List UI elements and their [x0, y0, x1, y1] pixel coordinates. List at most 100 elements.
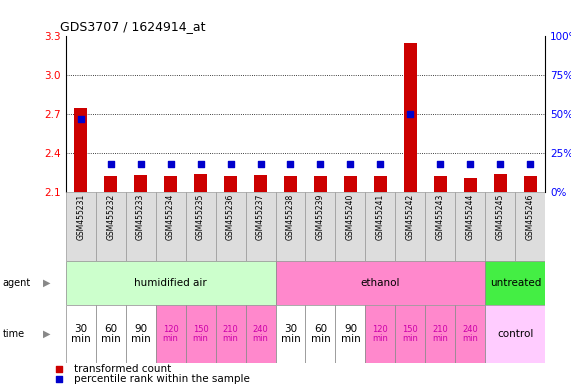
Bar [104, 177, 118, 192]
Text: GSM455240: GSM455240 [346, 194, 355, 240]
Point [55, 376, 64, 382]
Bar [425, 192, 455, 261]
Bar [155, 192, 186, 261]
Bar [194, 174, 207, 192]
Bar [395, 305, 425, 363]
Bar [455, 192, 485, 261]
Text: GSM455244: GSM455244 [466, 194, 475, 240]
Text: 120
min: 120 min [372, 325, 388, 343]
Text: GSM455235: GSM455235 [196, 194, 205, 240]
Bar [215, 305, 246, 363]
Text: GSM455245: GSM455245 [496, 194, 505, 240]
Bar [464, 178, 477, 192]
Point [166, 161, 175, 167]
Text: GSM455242: GSM455242 [406, 194, 415, 240]
Point [106, 161, 115, 167]
Bar [246, 192, 275, 261]
Bar [365, 305, 395, 363]
Bar [155, 305, 186, 363]
Bar [96, 192, 126, 261]
Point [76, 116, 85, 122]
Text: GSM455237: GSM455237 [256, 194, 265, 240]
Point [526, 161, 535, 167]
Point [55, 366, 64, 372]
Bar [186, 192, 215, 261]
Text: GSM455231: GSM455231 [76, 194, 85, 240]
Text: 120
min: 120 min [163, 325, 179, 343]
Text: GSM455233: GSM455233 [136, 194, 145, 240]
Text: GSM455239: GSM455239 [316, 194, 325, 240]
Bar [404, 43, 417, 192]
Text: ▶: ▶ [43, 278, 50, 288]
Point [196, 161, 205, 167]
Bar [305, 192, 335, 261]
Text: 150
min: 150 min [403, 325, 419, 343]
Text: ▶: ▶ [43, 329, 50, 339]
Bar [275, 261, 485, 305]
Point [376, 161, 385, 167]
Point [466, 161, 475, 167]
Text: untreated: untreated [490, 278, 541, 288]
Bar [66, 261, 275, 305]
Bar [74, 108, 87, 192]
Text: GSM455236: GSM455236 [226, 194, 235, 240]
Bar [493, 174, 507, 192]
Bar [365, 192, 395, 261]
Point [496, 161, 505, 167]
Point [436, 161, 445, 167]
Bar [275, 305, 305, 363]
Text: 240
min: 240 min [463, 325, 478, 343]
Bar [215, 192, 246, 261]
Bar [126, 305, 155, 363]
Point [406, 111, 415, 118]
Bar [515, 192, 545, 261]
Bar [335, 192, 365, 261]
Bar [313, 177, 327, 192]
Bar [524, 177, 537, 192]
Bar [275, 192, 305, 261]
Bar [344, 177, 357, 192]
Bar [186, 305, 215, 363]
Point [316, 161, 325, 167]
Text: 30
min: 30 min [280, 324, 300, 344]
Bar [395, 192, 425, 261]
Bar [164, 177, 178, 192]
Text: transformed count: transformed count [74, 364, 171, 374]
Bar [335, 305, 365, 363]
Text: GDS3707 / 1624914_at: GDS3707 / 1624914_at [60, 20, 206, 33]
Text: 30
min: 30 min [71, 324, 91, 344]
Text: 60
min: 60 min [100, 324, 120, 344]
Bar [485, 192, 515, 261]
Text: 150
min: 150 min [192, 325, 208, 343]
Bar [373, 177, 387, 192]
Point [226, 161, 235, 167]
Text: time: time [3, 329, 25, 339]
Bar [126, 192, 155, 261]
Bar [455, 305, 485, 363]
Text: 210
min: 210 min [223, 325, 239, 343]
Point [346, 161, 355, 167]
Bar [425, 305, 455, 363]
Text: 60
min: 60 min [311, 324, 331, 344]
Bar [134, 175, 147, 192]
Bar [305, 305, 335, 363]
Text: agent: agent [3, 278, 31, 288]
Text: 90
min: 90 min [131, 324, 151, 344]
Text: humidified air: humidified air [134, 278, 207, 288]
Text: GSM455238: GSM455238 [286, 194, 295, 240]
Bar [246, 305, 275, 363]
Text: ethanol: ethanol [361, 278, 400, 288]
Text: 210
min: 210 min [432, 325, 448, 343]
Bar [96, 305, 126, 363]
Bar [433, 177, 447, 192]
Bar [66, 192, 96, 261]
Bar [224, 177, 238, 192]
Text: control: control [497, 329, 533, 339]
Bar [284, 177, 297, 192]
Text: 90
min: 90 min [340, 324, 360, 344]
Text: 240
min: 240 min [252, 325, 268, 343]
Bar [485, 305, 545, 363]
Bar [485, 261, 545, 305]
Point [256, 161, 265, 167]
Bar [254, 175, 267, 192]
